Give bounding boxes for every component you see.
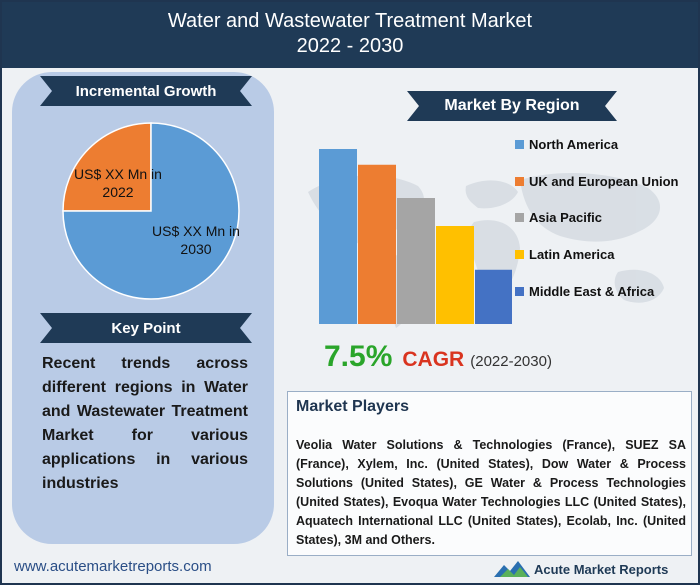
legend-swatch xyxy=(515,140,524,149)
cagr-value: 7.5% xyxy=(324,340,393,373)
legend-item: UK and European Union xyxy=(515,174,679,189)
legend-label: Asia Pacific xyxy=(529,210,602,225)
legend-item: North America xyxy=(515,137,618,152)
legend-item: Middle East & Africa xyxy=(515,284,654,299)
ribbon-shape xyxy=(40,313,252,343)
legend-label: North America xyxy=(529,137,619,152)
legend-item: Asia Pacific xyxy=(515,210,602,225)
pie-slice-2022 xyxy=(62,122,152,212)
cagr-period: (2022-2030) xyxy=(470,353,552,370)
legend-label: Latin America xyxy=(529,247,615,262)
market-by-region-bar-chart xyxy=(319,149,512,324)
bar-middle-east-africa xyxy=(475,269,512,324)
legend-swatch xyxy=(515,213,524,222)
legend-swatch xyxy=(515,250,524,259)
key-point-title: Key Point xyxy=(111,319,181,337)
market-by-region-title: Market By Region xyxy=(444,97,580,114)
bar-uk-and-european-union xyxy=(358,164,396,324)
cagr-block: 7.5% CAGR (2022-2030) xyxy=(324,340,552,374)
legend-swatch xyxy=(515,287,524,296)
incremental-growth-title: Incremental Growth xyxy=(75,82,217,100)
bar-latin-america xyxy=(436,226,474,324)
market-by-region-ribbon: Market By Region xyxy=(407,91,617,121)
legend-item: Latin America xyxy=(515,247,615,262)
website-link[interactable]: www.acutemarketreports.com xyxy=(14,558,212,575)
page-subtitle-years: 2022 - 2030 xyxy=(296,35,404,57)
legend-label: UK and European Union xyxy=(529,174,679,189)
bar-north-america xyxy=(319,149,357,324)
market-players-box: Market Players Veolia Water Solutions & … xyxy=(287,391,692,556)
mountain-logo-icon xyxy=(494,561,530,577)
header: Water and Wastewater Treatment Market 20… xyxy=(2,2,698,68)
ribbon-shape xyxy=(407,91,617,121)
pie-label-2022: US$ XX Mn in 2022 xyxy=(74,166,162,200)
pie-slice-2030 xyxy=(62,122,240,300)
legend-swatch xyxy=(515,177,524,186)
key-point-text: Recent trends across different regions i… xyxy=(42,355,248,492)
company-logo-text: Acute Market Reports xyxy=(534,561,669,577)
pie-label-2030: US$ XX Mn in 2030 xyxy=(152,223,240,257)
key-point-ribbon: Key Point xyxy=(40,313,252,343)
market-players-text: Veolia Water Solutions & Technologies (F… xyxy=(296,438,686,547)
ribbon-shape xyxy=(40,76,252,106)
market-players-title: Market Players xyxy=(296,398,409,415)
cagr-label: CAGR xyxy=(402,348,465,371)
page-title: Water and Wastewater Treatment Market xyxy=(167,10,533,32)
incremental-growth-pie-chart xyxy=(62,122,240,300)
bar-asia-pacific xyxy=(397,198,435,324)
company-logo: Acute Market Reports xyxy=(494,561,668,577)
incremental-growth-ribbon: Incremental Growth xyxy=(40,76,252,106)
legend-label: Middle East & Africa xyxy=(529,284,655,299)
